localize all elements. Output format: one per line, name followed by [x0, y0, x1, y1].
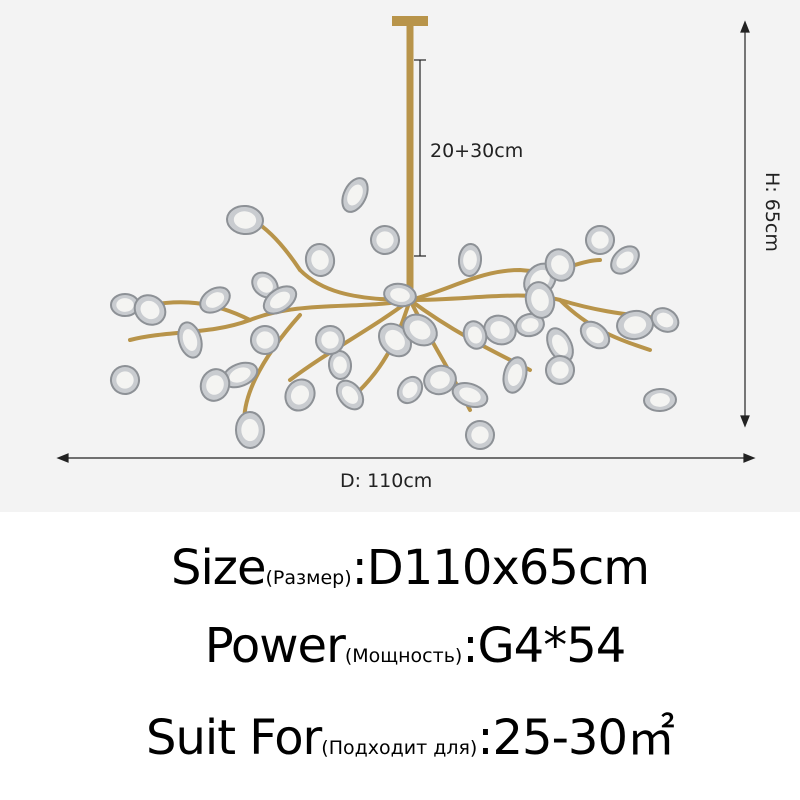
glass-leaf: [109, 365, 140, 395]
glass-leaf: [524, 281, 556, 319]
glass-leaf: [199, 286, 231, 314]
glass-leaf: [341, 177, 369, 213]
branch: [288, 298, 412, 382]
glass-leaf: [221, 361, 259, 389]
glass-leaf: [177, 321, 203, 359]
glass-leaf: [226, 204, 264, 236]
spec-size-label-ru: (Размер): [265, 567, 352, 589]
product-photo: 20+30cm H: 65cm D: 110cm: [0, 0, 800, 512]
spec-size-value: :D110x65cm: [351, 540, 650, 596]
spec-suit-for: Suit For(Подходит для):25-30㎡: [0, 698, 800, 768]
spec-suit-label-ru: (Подходит для): [321, 737, 478, 759]
glass-leaf: [502, 356, 528, 394]
glass-leaf: [133, 294, 167, 326]
spec-size-label: Size: [170, 540, 267, 596]
glass-leaf: [402, 313, 438, 347]
glass-leaf: [616, 309, 654, 341]
glass-leaf: [465, 420, 495, 450]
branch: [408, 258, 602, 302]
glass-leaf: [315, 325, 345, 355]
glass-leaf: [335, 379, 365, 411]
glass-leaf: [304, 243, 336, 277]
glass-leaf: [199, 368, 231, 402]
spec-size: Size(Размер):D110x65cm: [0, 540, 800, 596]
glass-leaf: [544, 248, 576, 282]
glass-leaf: [451, 381, 489, 409]
glass-leaf: [250, 325, 280, 355]
glass-leaf: [327, 350, 353, 380]
diameter-label: D: 110cm: [340, 470, 433, 492]
glass-leaf: [234, 411, 266, 449]
spec-power: Power(Мощность):G4*54: [0, 618, 800, 674]
spec-suit-label: Suit For: [145, 710, 322, 766]
glass-leaf: [610, 245, 640, 275]
glass-leaf: [643, 387, 677, 413]
glass-leaf: [462, 320, 488, 350]
spec-power-label-ru: (Мощность): [344, 645, 463, 667]
spec-suit-value: :25-30㎡: [477, 710, 675, 766]
spec-power-label: Power: [204, 618, 346, 674]
glass-leaf: [457, 243, 483, 277]
glass-leaf: [370, 225, 400, 256]
chandelier-illustration: [56, 16, 756, 463]
spec-power-value: :G4*54: [462, 618, 626, 674]
glass-leaf: [585, 225, 615, 255]
glass-leaf: [515, 312, 545, 338]
glass-leaf: [483, 314, 517, 346]
glass-leaf: [383, 282, 417, 308]
glass-leaf: [545, 355, 576, 385]
glass-leaf: [251, 271, 279, 299]
ceiling-canopy: [392, 16, 428, 26]
drop-length-label: 20+30cm: [430, 140, 524, 162]
glass-leaf: [423, 364, 457, 396]
glass-leaf: [284, 378, 316, 412]
glass-leaf: [650, 307, 680, 333]
glass-leaf: [110, 293, 140, 317]
glass-leaf: [579, 320, 611, 350]
height-label: H: 65cm: [761, 172, 783, 252]
glass-leaf: [262, 285, 298, 315]
glass-leaf: [396, 375, 424, 405]
